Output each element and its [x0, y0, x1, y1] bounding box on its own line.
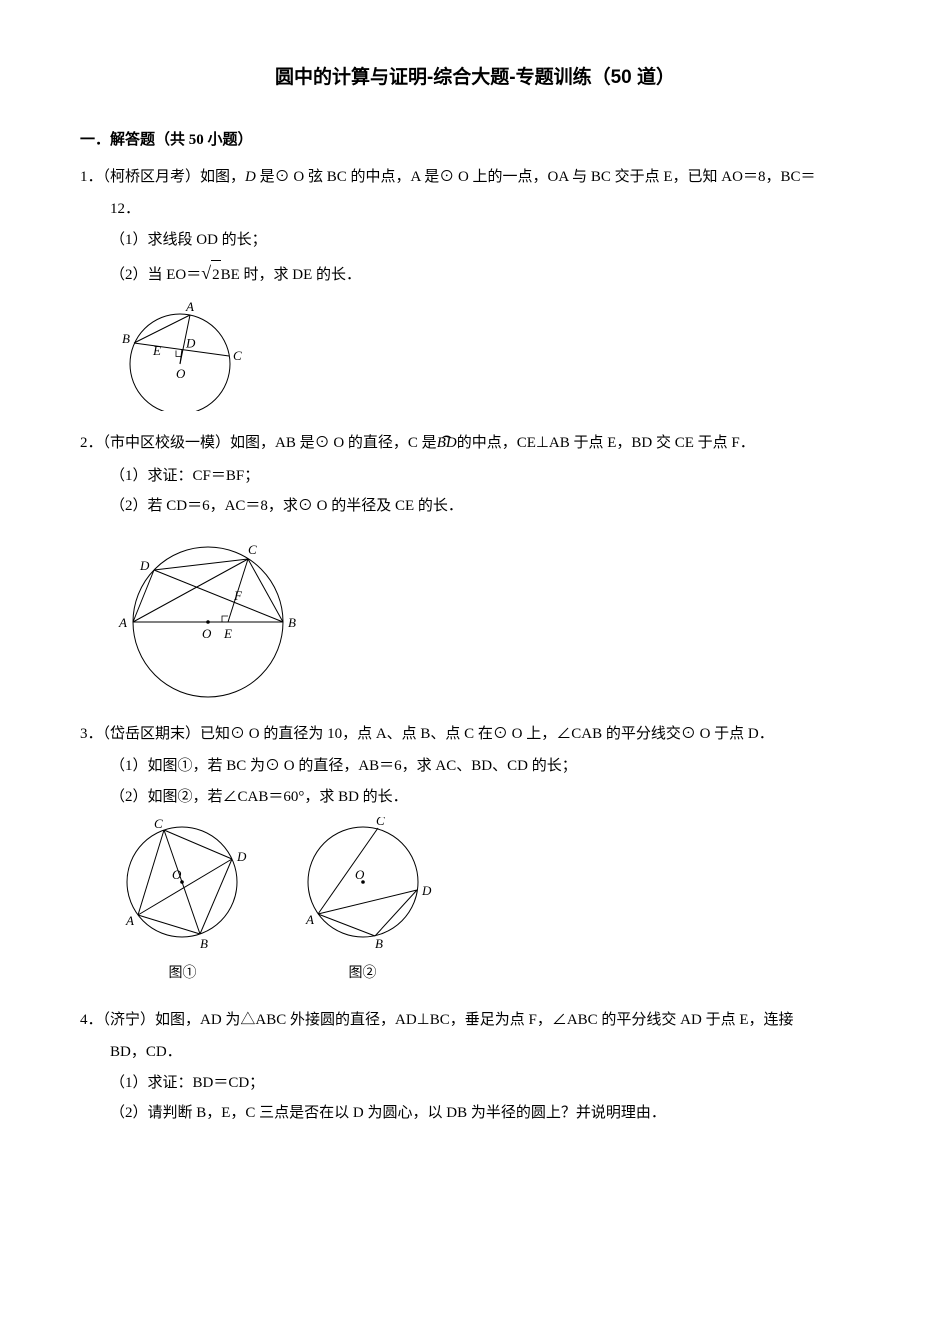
svg-text:D: D [421, 883, 432, 898]
p4-sub2: （2）请判断 B，E，C 三点是否在以 D 为圆心，以 DB 为半径的圆上？并说… [80, 1099, 870, 1128]
svg-text:B: B [375, 936, 383, 951]
svg-text:O: O [355, 867, 365, 882]
fig1-svg: O A B C D E [110, 296, 255, 411]
svg-text:B: B [122, 331, 130, 346]
p1-stem-post: 12． [80, 195, 870, 224]
svg-text:A: A [305, 912, 314, 927]
svg-text:D: D [139, 558, 150, 573]
p2-stem-pre: 2．（市中区校级一模）如图，AB 是⊙ O 的直径，C 是 [80, 435, 437, 451]
p4-stem-post: BD，CD． [80, 1038, 870, 1067]
p3-fig2-col: A B C D O 图② [285, 817, 440, 988]
p1-figure: O A B C D E [80, 296, 870, 411]
svg-text:A: A [125, 913, 134, 928]
svg-text:B: B [288, 615, 296, 630]
p1-sub2-pre: （2）当 EO＝ [110, 267, 201, 283]
svg-text:O: O [172, 867, 182, 882]
p1-D: D [245, 169, 256, 185]
svg-text:E: E [223, 626, 232, 641]
p1-stem-pre: 1．（柯桥区月考）如图， [80, 169, 245, 185]
problem-2: 2．（市中区校级一模）如图，AB 是⊙ O 的直径，C 是BD的中点，CE⊥AB… [80, 429, 870, 702]
svg-text:E: E [152, 343, 161, 358]
svg-text:C: C [248, 542, 257, 557]
p1-sub2: （2）当 EO＝√2BE 时，求 DE 的长． [80, 256, 870, 290]
svg-text:C: C [376, 817, 385, 828]
fig2-svg: A B C D E F O [110, 527, 310, 702]
p3-fig1-col: A B C D O 图① [110, 817, 255, 988]
p1-stem-mid: 是⊙ O 弦 BC 的中点，A 是⊙ O 上的一点，OA 与 BC 交于点 E，… [256, 169, 816, 185]
p4-stem-pre: 4．（济宁）如图，AD 为△ABC 外接圆的直径，AD⊥BC，垂足为点 F，∠A… [80, 1006, 870, 1035]
svg-text:B: B [200, 936, 208, 951]
problem-1: 1．（柯桥区月考）如图，D 是⊙ O 弦 BC 的中点，A 是⊙ O 上的一点，… [80, 163, 870, 412]
fig3a-svg: A B C D O [110, 817, 255, 957]
p2-stem-mid: 的中点，CE⊥AB 于点 E，BD 交 CE 于点 F． [457, 435, 755, 451]
svg-text:F: F [233, 588, 243, 603]
page-title: 圆中的计算与证明-综合大题-专题训练（50 道） [80, 60, 870, 96]
sqrt-2: √2 [201, 256, 220, 290]
p2-figure: A B C D E F O [80, 527, 870, 702]
svg-text:D: D [236, 849, 247, 864]
svg-text:A: A [185, 299, 194, 314]
problem-4: 4．（济宁）如图，AD 为△ABC 外接圆的直径，AD⊥BC，垂足为点 F，∠A… [80, 1006, 870, 1128]
p3-sub1: （1）如图①，若 BC 为⊙ O 的直径，AB＝6，求 AC、BD、CD 的长； [80, 752, 870, 781]
p3-figure-row: A B C D O 图① A B C D O 图② [80, 817, 870, 988]
svg-text:C: C [154, 817, 163, 831]
p2-stem: 2．（市中区校级一模）如图，AB 是⊙ O 的直径，C 是BD的中点，CE⊥AB… [80, 429, 870, 458]
p2-sub2: （2）若 CD＝6，AC＝8，求⊙ O 的半径及 CE 的长． [80, 492, 870, 521]
svg-text:D: D [185, 336, 196, 351]
p1-sub1: （1）求线段 OD 的长； [80, 226, 870, 255]
p1-stem: 1．（柯桥区月考）如图，D 是⊙ O 弦 BC 的中点，A 是⊙ O 上的一点，… [80, 163, 870, 192]
svg-text:C: C [233, 348, 242, 363]
svg-text:A: A [118, 615, 127, 630]
svg-text:O: O [202, 626, 212, 641]
p1-sub2-post: BE 时，求 DE 的长． [221, 267, 361, 283]
p3-sub2: （2）如图②，若∠CAB＝60°，求 BD 的长． [80, 783, 870, 812]
p3-stem: 3．（岱岳区期末）已知⊙ O 的直径为 10，点 A、点 B、点 C 在⊙ O … [80, 720, 870, 749]
svg-text:O: O [176, 366, 186, 381]
p4-sub1: （1）求证：BD＝CD； [80, 1069, 870, 1098]
arc-BD: BD [437, 429, 457, 458]
problem-3: 3．（岱岳区期末）已知⊙ O 的直径为 10，点 A、点 B、点 C 在⊙ O … [80, 720, 870, 988]
p2-sub1: （1）求证：CF＝BF； [80, 462, 870, 491]
p3-cap1: 图① [169, 961, 197, 988]
p3-cap2: 图② [349, 961, 377, 988]
section-header: 一．解答题（共 50 小题） [80, 126, 870, 155]
fig3b-svg: A B C D O [285, 817, 440, 957]
